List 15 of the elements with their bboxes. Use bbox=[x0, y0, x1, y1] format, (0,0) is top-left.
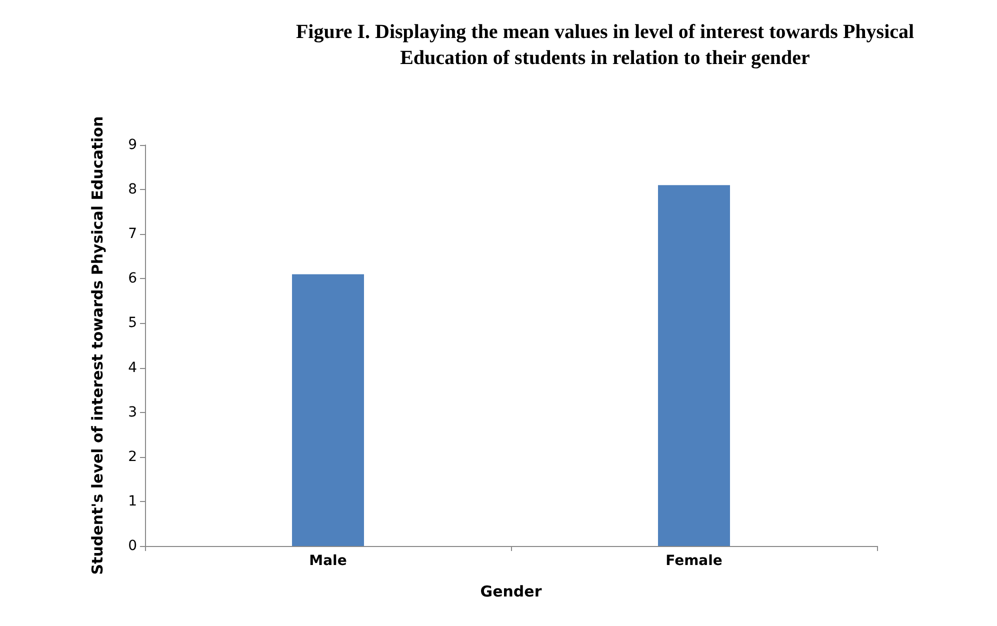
y-tick-label: 4 bbox=[128, 360, 138, 376]
y-tick-label: 2 bbox=[128, 448, 137, 465]
y-axis-title: Student's level of interest towards Physical Education bbox=[88, 116, 106, 575]
y-tick-label: 1 bbox=[128, 493, 137, 510]
x-axis-title: Gender bbox=[480, 582, 542, 600]
chart-title: Figure I. Displaying the mean values in level of interest towards Physical Education of students in relation to their gender bbox=[296, 21, 915, 69]
x-tick-label: Female bbox=[666, 553, 722, 569]
y-tick-label: 5 bbox=[128, 315, 137, 332]
y-tick-label: 0 bbox=[128, 538, 137, 554]
y-tick-label: 7 bbox=[128, 226, 137, 242]
y-tick-label: 3 bbox=[128, 404, 137, 420]
y-tick-label: 8 bbox=[128, 182, 137, 198]
y-tick-label: 9 bbox=[128, 137, 137, 153]
y-tick-label: 6 bbox=[128, 270, 138, 287]
x-tick-label: Male bbox=[309, 553, 347, 569]
